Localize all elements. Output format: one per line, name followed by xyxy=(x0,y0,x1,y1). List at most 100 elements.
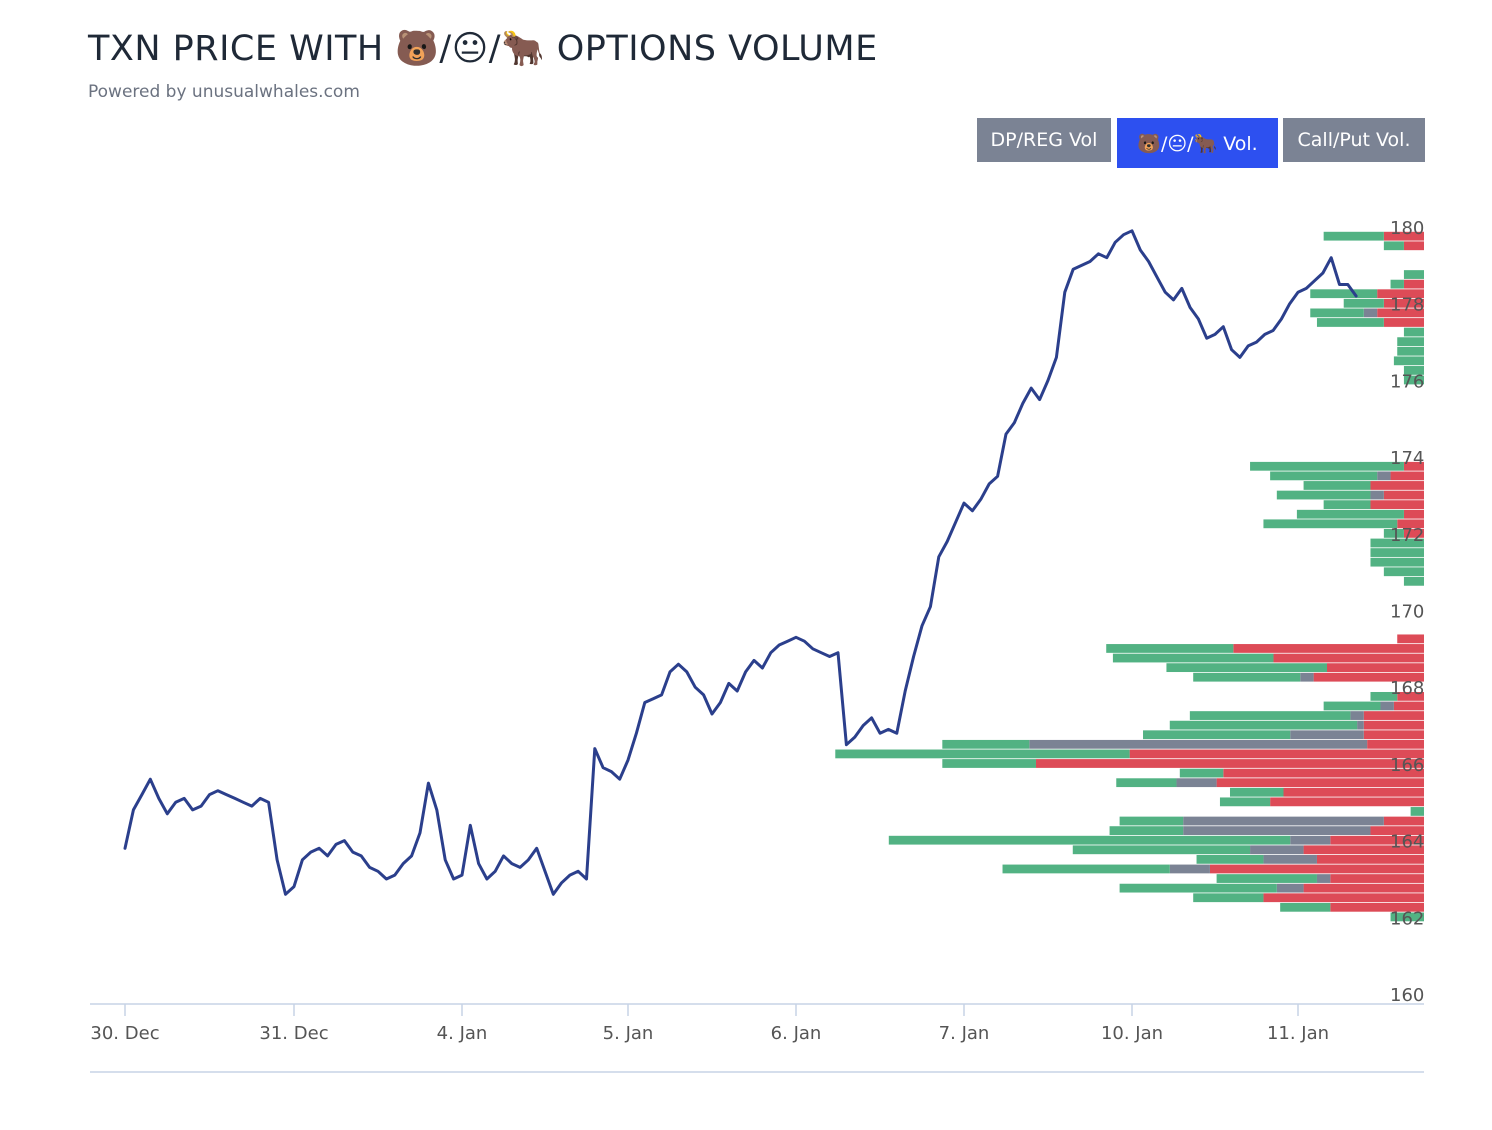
volume-bar-neutral xyxy=(1370,490,1384,500)
x-tick-label: 6. Jan xyxy=(771,1023,822,1044)
volume-bar-bear xyxy=(1209,864,1424,874)
volume-bar-bull xyxy=(1383,529,1404,538)
volume-bar-bear xyxy=(1035,759,1424,768)
volume-bar-bull xyxy=(1393,356,1424,366)
chart-title: TXN PRICE WITH 🐻/😐/🐂 OPTIONS VOLUME xyxy=(88,29,878,69)
volume-bar-bull xyxy=(1280,902,1331,912)
volume-bar-bull xyxy=(1109,826,1184,836)
volume-bar-bear xyxy=(1330,835,1424,845)
volume-bar-neutral xyxy=(1290,730,1364,740)
volume-bar-bull xyxy=(1403,576,1424,586)
x-tick-label: 31. Dec xyxy=(259,1023,328,1044)
volume-bar-bear xyxy=(1397,519,1424,529)
volume-bar-bear xyxy=(1326,663,1424,673)
volume-bar-bear xyxy=(1313,672,1424,682)
tab-dp-reg-vol[interactable]: DP/REG Vol xyxy=(977,118,1111,162)
volume-bar-bull xyxy=(1383,567,1424,577)
volume-bar-bull xyxy=(1410,807,1424,816)
volume-bar-bull xyxy=(1323,701,1381,711)
tab-call-put-vol[interactable]: Call/Put Vol. xyxy=(1283,118,1425,162)
volume-bar-bear xyxy=(1383,490,1424,500)
volume-bar-bull xyxy=(1002,864,1170,874)
volume-bar-bull xyxy=(1216,874,1317,883)
volume-bar-bear xyxy=(1233,644,1424,653)
volume-bar-bear xyxy=(1303,845,1424,855)
volume-bar-bear xyxy=(1129,749,1424,759)
volume-bar-bear xyxy=(1270,797,1424,807)
volume-bar-bull xyxy=(1116,778,1177,788)
y-tick-label: 166 xyxy=(1390,755,1424,776)
x-tick-label: 5. Jan xyxy=(603,1023,654,1044)
volume-bar-bull xyxy=(1323,231,1384,241)
y-tick-label: 164 xyxy=(1390,832,1424,853)
volume-bar-bull xyxy=(1193,672,1301,682)
volume-bar-neutral xyxy=(1029,739,1368,749)
volume-bar-bull xyxy=(1276,490,1371,500)
volume-bar-bull xyxy=(1189,711,1351,720)
x-tick-label: 7. Jan xyxy=(939,1023,990,1044)
volume-bar-bear xyxy=(1403,461,1424,471)
volume-bar-bear xyxy=(1370,481,1424,490)
volume-bar-bull xyxy=(942,759,1036,768)
volume-bar-bear xyxy=(1316,854,1424,864)
volume-bar-bear xyxy=(1383,318,1424,327)
x-tick-label: 11. Jan xyxy=(1267,1023,1329,1044)
volume-bar-bear xyxy=(1303,883,1424,893)
y-tick-label: 178 xyxy=(1390,295,1424,316)
volume-bar-bull xyxy=(1296,509,1404,519)
volume-bar-bear xyxy=(1363,730,1424,740)
price-line xyxy=(123,229,1358,896)
volume-bar-neutral xyxy=(1290,835,1331,845)
volume-bar-bull xyxy=(1250,461,1404,471)
volume-bar-bull xyxy=(1179,768,1224,778)
volume-bar-bull xyxy=(1219,797,1271,807)
volume-bar-bear xyxy=(1330,902,1424,912)
tab-bear-neutral-bull-vol[interactable]: 🐻/😐/🐂 Vol. xyxy=(1117,118,1278,168)
volume-bar-bull xyxy=(1343,298,1384,308)
volume-bar-neutral xyxy=(1169,864,1210,874)
volume-bar-bull xyxy=(1196,854,1264,864)
volume-bar-neutral xyxy=(1183,826,1371,836)
volume-bar-bear xyxy=(1403,529,1424,538)
y-tick-label: 162 xyxy=(1390,908,1424,929)
volume-bar-bear xyxy=(1383,231,1424,241)
volume-bar-bear xyxy=(1393,701,1424,711)
volume-bar-bear xyxy=(1397,691,1424,701)
volume-bar-bull xyxy=(1403,366,1424,375)
volume-bar-neutral xyxy=(1300,672,1314,682)
volume-bar-bull xyxy=(1403,327,1424,337)
volume-bar-bull xyxy=(888,835,1291,845)
volume-bar-bull xyxy=(1303,481,1371,490)
volume-bar-neutral xyxy=(1363,308,1378,318)
volume-bar-bear xyxy=(1403,241,1424,251)
volume-bar-bull xyxy=(1072,845,1251,855)
volume-bar-bull xyxy=(1169,720,1358,730)
volume-bar-bull xyxy=(1370,548,1424,557)
volume-bar-bear xyxy=(1377,308,1424,318)
volume-bar-bull xyxy=(835,749,1130,759)
volume-bar-bull xyxy=(1316,318,1384,327)
volume-bar-bear xyxy=(1367,739,1424,749)
y-tick-label: 176 xyxy=(1390,371,1424,392)
volume-bar-bull xyxy=(1119,883,1277,893)
volume-bar-bull xyxy=(1390,279,1404,289)
volume-bar-bull xyxy=(942,739,1030,749)
y-tick-label: 174 xyxy=(1390,448,1424,469)
volume-bar-bear xyxy=(1273,653,1424,663)
volume-bar-neutral xyxy=(1350,711,1364,720)
volume-bar-bull xyxy=(1229,787,1284,797)
volume-bar-bear xyxy=(1370,826,1424,836)
volume-bar-bull xyxy=(1370,538,1424,548)
volume-bar-bull xyxy=(1323,500,1371,510)
volume-bar-bear xyxy=(1383,298,1424,308)
y-tick-label: 170 xyxy=(1390,602,1424,623)
volume-bar-neutral xyxy=(1276,883,1304,893)
volume-bar-neutral xyxy=(1357,720,1364,730)
volume-bar-neutral xyxy=(1316,874,1331,883)
volume-bar-bear xyxy=(1397,634,1424,644)
volume-bar-neutral xyxy=(1183,816,1384,826)
x-tick-label: 10. Jan xyxy=(1101,1023,1163,1044)
volume-bar-bull xyxy=(1263,519,1398,529)
volume-bar-bear xyxy=(1363,720,1424,730)
volume-bar-bear xyxy=(1216,778,1424,788)
